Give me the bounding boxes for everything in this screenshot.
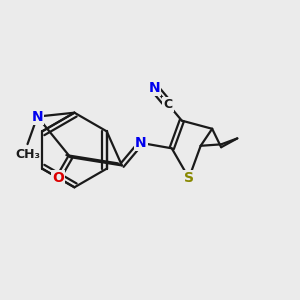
Text: N: N <box>135 136 147 150</box>
Text: C: C <box>164 98 172 111</box>
Text: CH₃: CH₃ <box>15 148 40 161</box>
Text: N: N <box>32 110 43 124</box>
Text: O: O <box>52 171 64 185</box>
Text: S: S <box>184 171 194 185</box>
Text: N: N <box>148 81 160 94</box>
